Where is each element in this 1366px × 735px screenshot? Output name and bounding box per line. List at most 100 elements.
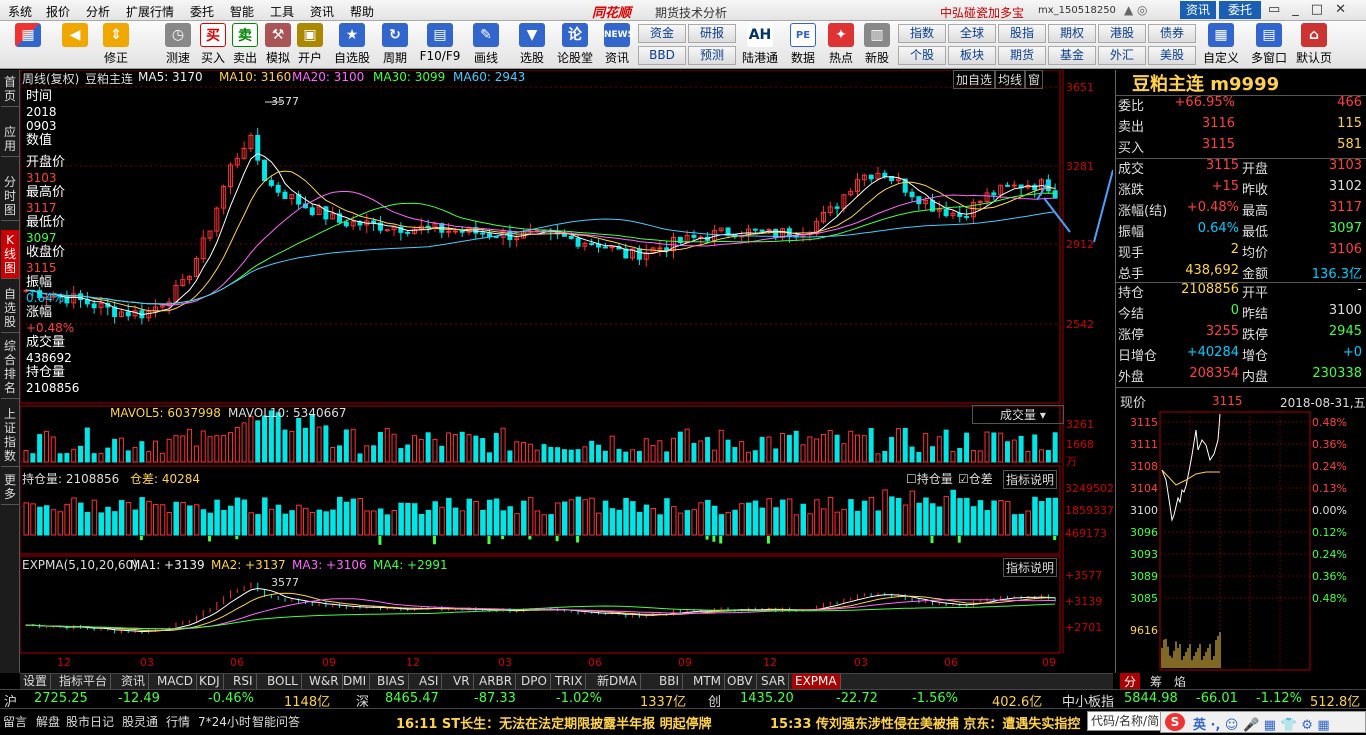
indicator-tab-dmi[interactable]: DMI [340,674,371,689]
menu-extended[interactable]: 扩展行情 [126,5,175,19]
indicator-tab-dpo[interactable]: DPO [518,674,551,689]
indicator-tab-boll[interactable]: BOLL [264,674,302,689]
status-247[interactable]: 7*24小时 [198,715,251,729]
forum-button[interactable]: 论论股堂 [555,23,595,67]
ma-setting-button[interactable]: 均线 [995,70,1026,89]
options-button[interactable]: 期权 [1048,24,1096,43]
new-stock-button[interactable]: ▥ 新股 [860,23,894,67]
research-button[interactable]: 研报 [688,24,736,43]
indicator-tab-kdj[interactable]: KDJ [196,674,224,689]
tab-sh-index[interactable]: 上证指数 [1,404,19,467]
expma-help-button[interactable]: 指标说明 [1003,558,1058,577]
indicator-tab-trix[interactable]: TRIX [552,674,587,689]
indicator-tab-[interactable]: 资讯 [118,674,150,689]
stock-index-button[interactable]: 股指 [998,24,1046,43]
indicator-tab-arbr[interactable]: ARBR [476,674,517,689]
watchlist-button[interactable]: ★ 自选股 [333,23,371,67]
menu-help[interactable]: 帮助 [350,5,375,19]
indicator-tab-expma[interactable]: EXPMA [792,674,841,689]
menu-quote[interactable]: 报价 [46,5,71,19]
menu-system[interactable]: 系统 [8,5,33,19]
sell-button[interactable]: 卖卖出 [231,23,259,67]
us-stock-button[interactable]: 美股 [1148,46,1196,65]
f10-button[interactable]: ▤ F10/F9 [418,23,462,67]
oi-indicator-help-button[interactable]: 指标说明 [1003,470,1058,489]
stock-button[interactable]: 个股 [898,46,946,65]
menu-info[interactable]: 资讯 [310,5,335,19]
user-icon[interactable]: ▲ ◎ [1124,3,1148,17]
add-watchlist-button[interactable]: 加自选 [953,70,996,89]
indicator-tab-obv[interactable]: OBV [724,674,757,689]
indicator-tab-sar[interactable]: SAR [758,674,790,689]
volume-indicator-select[interactable]: 成交量 ▾ [972,405,1064,424]
back-button[interactable]: ◀ [58,23,92,67]
tab-chips[interactable]: 筹 [1150,675,1163,689]
zx-value[interactable]: 5844.98 [1124,691,1178,706]
menu-tools[interactable]: 工具 [270,5,295,19]
tab-more[interactable]: 更多 [1,470,19,505]
news-ticker-1[interactable]: 16:11 ST长生：无法在法定期限披露半年报 明起停牌 [396,717,712,732]
indicator-tab-macd[interactable]: MACD [154,674,197,689]
oi-checkbox[interactable]: ☐持仓量 [906,472,953,486]
draw-line-button[interactable]: ✎ 画线 [468,23,504,67]
kline-chart[interactable] [20,70,1113,673]
indicator-tab-rsi[interactable]: RSI [230,674,257,689]
intraday-mini-chart[interactable]: 3115 0.48% 3111 0.36% 3108 0.24% 3104 0.13% 3100… [1116,410,1366,672]
tab-apps[interactable]: 应用 [1,122,19,157]
oi-diff-checkbox[interactable]: ☑仓差 [958,472,993,486]
speed-test-button[interactable]: ◷ 测速 [162,23,194,67]
indicator-tab-vr[interactable]: VR [450,674,474,689]
data-button[interactable]: PE 数据 [786,23,820,67]
buy-button[interactable]: 买买入 [199,23,227,67]
forex-button[interactable]: 外汇 [1098,46,1146,65]
menu-trade[interactable]: 委托 [190,5,215,19]
indicator-tab-asi[interactable]: ASI [416,674,443,689]
tab-home[interactable]: 首页 [1,72,19,107]
futures-button[interactable]: 期货 [998,46,1046,65]
fund-tab-button[interactable]: 基金 [1048,46,1096,65]
indicator-tab-bbi[interactable]: BBI [656,674,684,689]
menu-analysis[interactable]: 分析 [86,5,111,19]
info-button[interactable]: 资讯 [1180,1,1216,19]
home-button[interactable]: ⌂ 默认页 [1294,23,1334,67]
sh-value[interactable]: 2725.25 [34,691,88,706]
stock-screen-button[interactable]: ▼ 选股 [514,23,550,67]
window-button[interactable]: 窗 [1025,70,1044,89]
fund-button[interactable]: 资金 [638,24,686,43]
status-market[interactable]: 行情 [166,715,191,729]
status-message[interactable]: 留言 [3,715,28,729]
tab-kline[interactable]: K线图 [1,230,19,279]
status-guling[interactable]: 股灵通 [122,715,159,729]
window-controls[interactable]: ▭_□✕ [1268,2,1358,17]
grid-button[interactable]: ▦ [12,23,44,67]
custom-button[interactable]: ▦ 自定义 [1202,23,1240,67]
multi-window-button[interactable]: ▤ 多窗口 [1247,23,1291,67]
indicator-tab-dma[interactable]: 新DMA [594,674,641,689]
search-input[interactable]: 代码/名称/简 [1087,711,1177,731]
indicator-tab-[interactable]: 设置 [20,674,52,689]
sz-value[interactable]: 8465.47 [385,691,439,706]
status-analysis[interactable]: 解盘 [36,715,61,729]
status-diary[interactable]: 股市日记 [66,715,115,729]
period-button[interactable]: ↻ 周期 [377,23,413,67]
trade-button[interactable]: 委托 [1219,1,1261,19]
simulate-button[interactable]: ⚒ 模拟 [264,23,292,67]
ime-toolbar[interactable]: S 英 ·, ☺ 🎤 ▦ 👕 ⚙ ▦ [1160,711,1366,733]
bond-button[interactable]: 债券 [1148,24,1196,43]
indicator-tab-bias[interactable]: BIAS [374,674,409,689]
status-ai-qa[interactable]: 智能问答 [252,715,301,729]
tab-ranking[interactable]: 综合排名 [1,336,19,399]
indicator-tab-[interactable]: 指标平台 [56,674,112,689]
hot-button[interactable]: ✦ 热点 [824,23,858,67]
news-button[interactable]: NEWS 资讯 [600,23,634,67]
tab-watchlist[interactable]: 自选股 [1,284,19,333]
index-button[interactable]: 指数 [898,24,946,43]
indicator-tab-wr[interactable]: W&R [306,674,343,689]
forecast-button[interactable]: 预测 [688,46,736,65]
period-label[interactable]: 周线(复权) [22,72,80,86]
global-button[interactable]: 全球 [948,24,996,43]
tab-flame[interactable]: 焰 [1174,675,1187,689]
hk-connect-button[interactable]: AH 陆港通 [740,23,780,67]
bbd-button[interactable]: BBD [638,46,686,65]
indicator-tab-mtm[interactable]: MTM [690,674,726,689]
